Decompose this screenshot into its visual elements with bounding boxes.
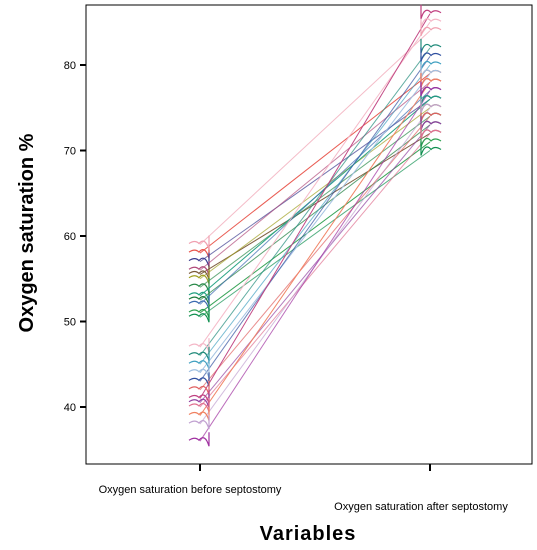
data-point-marker — [188, 415, 210, 430]
data-point-marker — [188, 269, 210, 284]
data-point-marker — [420, 13, 442, 28]
data-point-marker — [420, 21, 442, 36]
data-point-marker — [420, 132, 442, 148]
data-point-marker — [420, 81, 442, 96]
data-point-marker — [188, 291, 210, 306]
data-point-marker — [420, 47, 442, 62]
data-point-marker — [188, 389, 210, 404]
series-line — [199, 81, 431, 416]
y-tick-label: 60 — [64, 231, 76, 243]
series-line — [199, 56, 431, 382]
data-point-marker — [188, 398, 210, 413]
y-axis-title: Oxygen saturation % — [16, 133, 38, 332]
series-line — [199, 132, 431, 275]
series-line — [199, 107, 431, 280]
series-line — [199, 124, 431, 301]
data-point-marker — [188, 244, 210, 259]
data-point-marker — [420, 64, 442, 79]
y-tick-label: 70 — [64, 146, 76, 158]
data-point-marker — [420, 141, 442, 156]
x-tick-label-before: Oxygen saturation before septostomy — [99, 484, 282, 496]
data-point-marker — [420, 38, 442, 54]
data-point-marker — [420, 56, 442, 71]
y-tick-label: 40 — [64, 402, 76, 414]
x-axis — [199, 464, 431, 471]
data-point-marker — [188, 393, 210, 408]
data-point-marker — [188, 235, 210, 250]
series-line — [199, 64, 431, 365]
y-tick-label: 50 — [64, 317, 76, 329]
series-line — [199, 124, 431, 404]
data-point-marker — [420, 115, 442, 131]
data-point-marker — [188, 261, 210, 276]
data-point-marker — [420, 73, 442, 88]
data-point-marker — [420, 107, 442, 122]
data-point-marker — [188, 303, 210, 319]
series-line — [199, 30, 431, 245]
series-line — [199, 73, 431, 254]
series-line — [199, 98, 431, 263]
series-line — [199, 133, 431, 408]
data-point-marker — [188, 346, 210, 361]
data-point-marker — [188, 380, 210, 396]
data-point-marker — [420, 98, 442, 113]
series-line — [199, 115, 431, 391]
series-line — [199, 141, 431, 314]
series-markers — [188, 4, 442, 447]
data-point-marker — [188, 265, 210, 280]
series-lines — [199, 13, 431, 442]
data-point-marker — [188, 278, 210, 293]
x-axis-title: Variables — [260, 523, 357, 545]
y-tick-label: 80 — [64, 60, 76, 72]
data-point-marker — [188, 355, 210, 370]
series-line — [199, 47, 431, 356]
data-point-marker — [188, 308, 210, 323]
plot-frame — [85, 4, 533, 465]
series-line — [199, 73, 431, 374]
data-point-marker — [188, 338, 210, 353]
data-point-marker — [188, 372, 210, 387]
data-point-marker — [188, 432, 210, 447]
series-line — [199, 90, 431, 305]
y-axis: 40 50 60 70 80 — [64, 60, 86, 414]
data-point-marker — [188, 406, 210, 421]
data-point-marker — [420, 90, 442, 105]
series-line — [199, 13, 431, 399]
data-point-marker — [420, 124, 442, 139]
data-point-marker — [188, 363, 210, 378]
data-point-marker — [420, 4, 442, 19]
data-point-marker — [188, 286, 210, 302]
x-tick-label-after: Oxygen saturation after septostomy — [334, 501, 508, 513]
series-line — [199, 81, 431, 271]
data-point-marker — [188, 295, 210, 310]
series-line — [199, 21, 431, 348]
data-point-marker — [188, 252, 210, 267]
series-line — [199, 90, 431, 442]
